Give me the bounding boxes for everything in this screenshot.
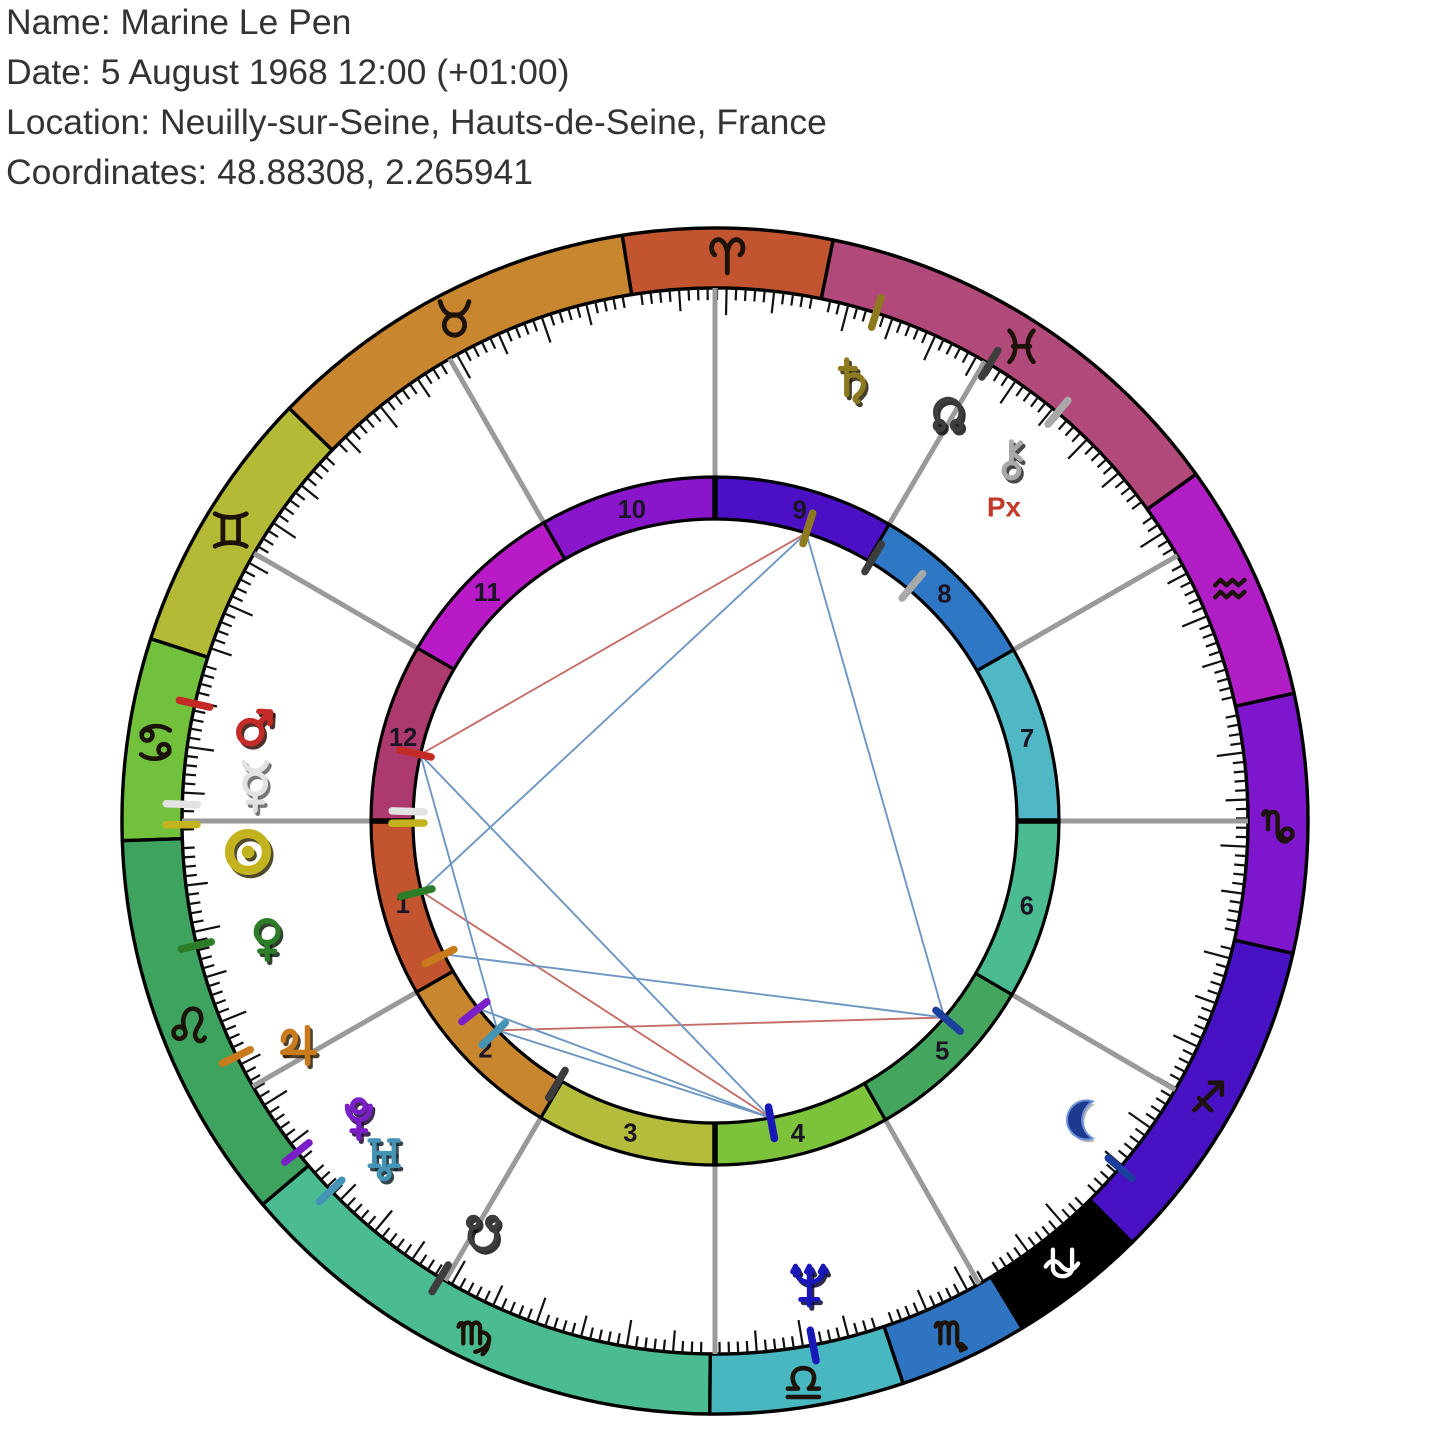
svg-text:Location: Neuilly-sur-Seine, H: Location: Neuilly-sur-Seine, Hauts-de-Se…: [6, 102, 827, 142]
svg-text:Px: Px: [987, 492, 1022, 523]
svg-text:9: 9: [793, 496, 807, 524]
svg-text:5: 5: [935, 1038, 949, 1066]
svg-text:11: 11: [474, 579, 501, 607]
svg-text:4: 4: [791, 1120, 806, 1148]
svg-text:Coordinates: 48.88308, 2.26594: Coordinates: 48.88308, 2.265941: [6, 152, 533, 192]
svg-text:Date: 5 August 1968 12:00 (+01: Date: 5 August 1968 12:00 (+01:00): [6, 52, 570, 92]
svg-text:10: 10: [618, 496, 646, 524]
svg-text:8: 8: [937, 581, 951, 609]
svg-text:6: 6: [1020, 892, 1034, 920]
svg-text:Name: Marine Le Pen: Name: Marine Le Pen: [6, 2, 351, 42]
svg-text:7: 7: [1020, 725, 1034, 753]
svg-text:3: 3: [623, 1120, 637, 1148]
